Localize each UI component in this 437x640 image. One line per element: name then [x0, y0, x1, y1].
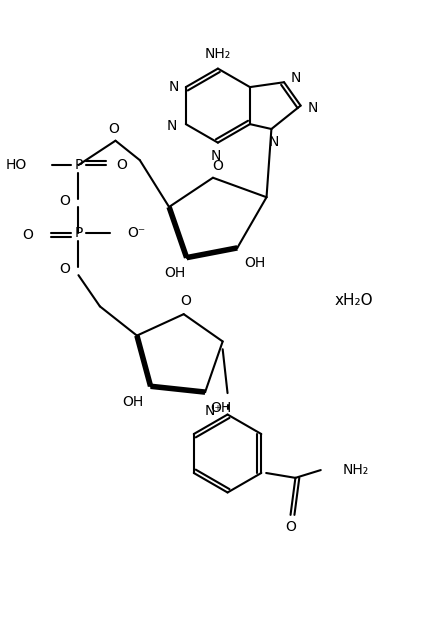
Text: P: P	[74, 158, 83, 172]
Text: P: P	[74, 227, 83, 240]
Text: O: O	[23, 228, 34, 242]
Text: OH: OH	[122, 395, 144, 409]
Text: O: O	[116, 158, 127, 172]
Text: N⁺: N⁺	[205, 404, 223, 418]
Text: O⁻: O⁻	[127, 227, 146, 240]
Text: OH: OH	[244, 257, 265, 271]
Text: NH₂: NH₂	[205, 47, 231, 61]
Text: OH: OH	[164, 266, 186, 280]
Text: NH₂: NH₂	[342, 463, 368, 477]
Text: xH₂O: xH₂O	[335, 293, 374, 308]
Text: OH: OH	[210, 401, 231, 415]
Text: N: N	[307, 100, 318, 115]
Text: N: N	[291, 71, 301, 85]
Text: N: N	[167, 119, 177, 133]
Text: O: O	[180, 294, 191, 308]
Text: O: O	[212, 159, 223, 173]
Text: O: O	[59, 194, 70, 208]
Text: N: N	[211, 149, 221, 163]
Text: HO: HO	[6, 158, 27, 172]
Text: N: N	[268, 134, 278, 148]
Text: O: O	[59, 262, 70, 276]
Text: O: O	[285, 520, 296, 534]
Text: N: N	[169, 80, 179, 94]
Text: O: O	[108, 122, 119, 136]
